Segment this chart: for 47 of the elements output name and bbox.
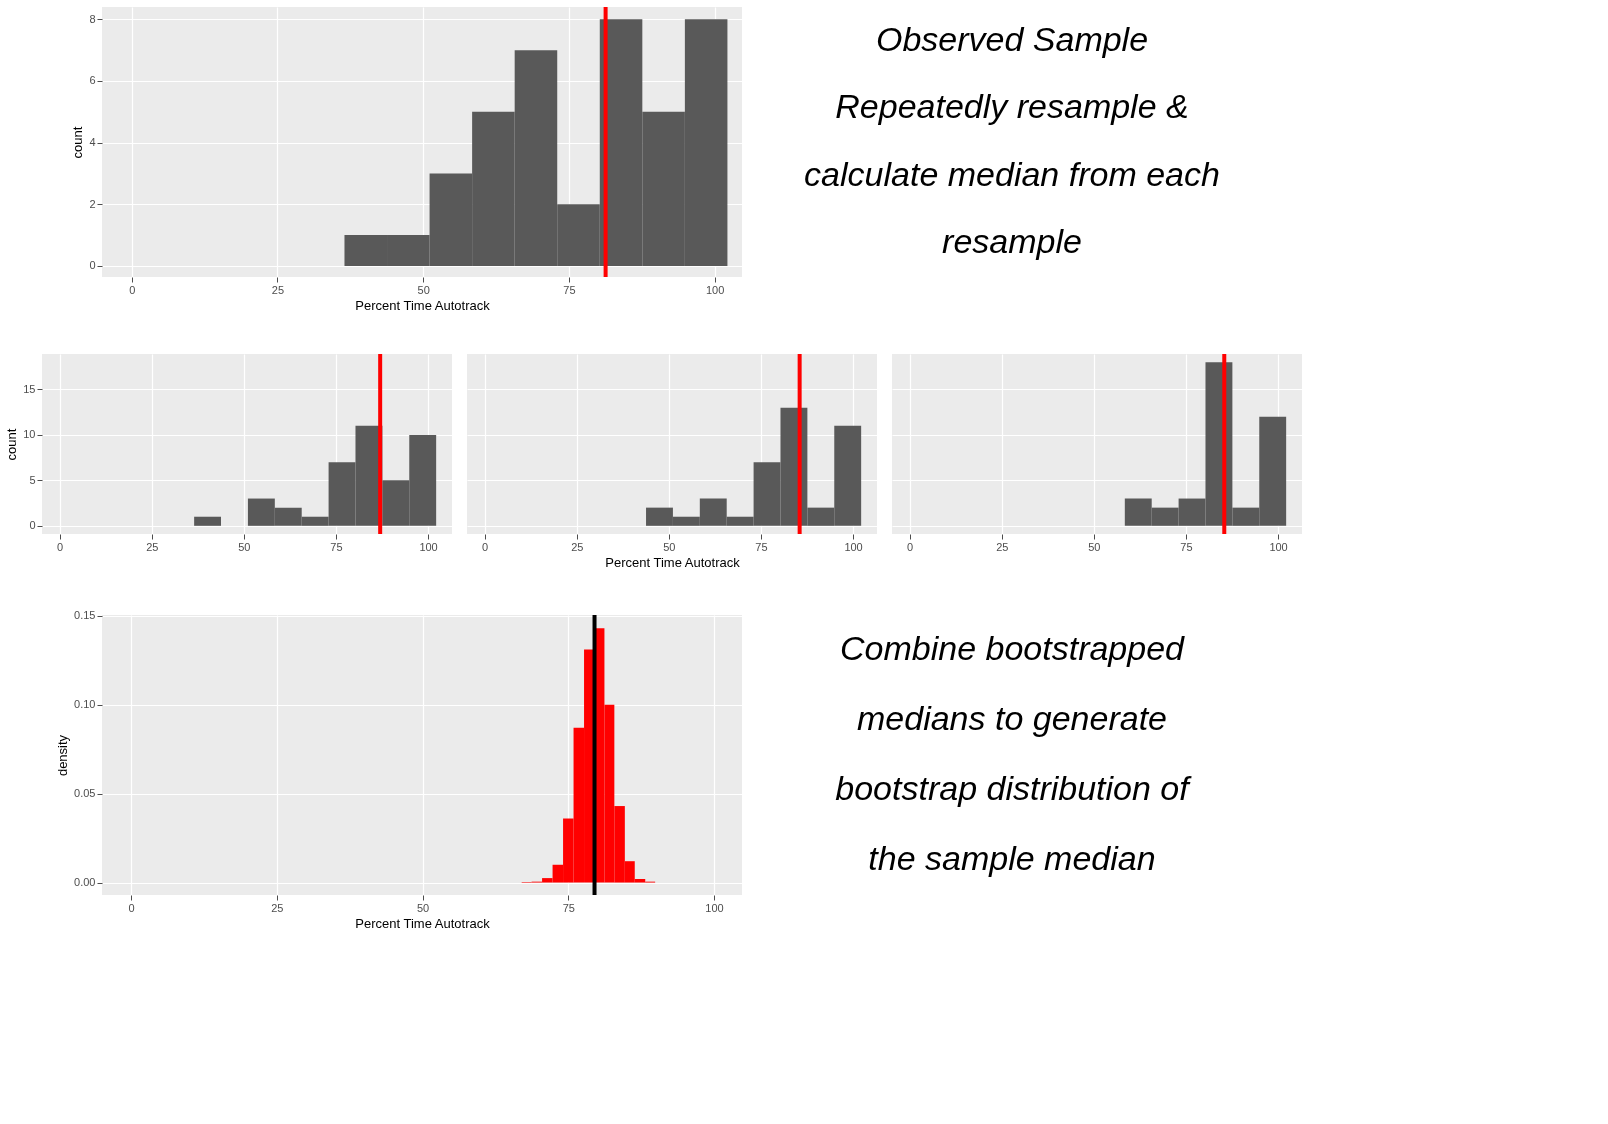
x-tick-label: 0 xyxy=(128,901,135,914)
y-tick-label: 0.00 xyxy=(74,876,96,889)
y-tick-label: 8 xyxy=(89,12,96,25)
x-tick-label: 100 xyxy=(1269,540,1288,553)
x-tick-label: 75 xyxy=(1180,540,1193,553)
x-tick-label: 100 xyxy=(705,901,724,914)
x-tick-label: 75 xyxy=(755,540,768,553)
x-tick-label: 75 xyxy=(563,283,576,296)
y-tick-label: 6 xyxy=(89,74,96,87)
x-tick-label: 25 xyxy=(996,540,1009,553)
y-tick-label: 5 xyxy=(29,473,36,486)
x-tick-label: 50 xyxy=(416,901,430,914)
x-tick-label: 75 xyxy=(562,901,575,914)
x-tick-label: 50 xyxy=(417,283,430,296)
x-axis-title: Percent Time Autotrack xyxy=(355,297,491,313)
text: Repeatedly resample & calculate median from each resample xyxy=(804,87,1220,261)
x-tick-label: 25 xyxy=(571,540,584,553)
y-tick-label: 0.10 xyxy=(74,698,96,711)
x-tick-label: 50 xyxy=(238,540,251,553)
y-tick-label: 2 xyxy=(89,197,96,210)
x-tick-label: 50 xyxy=(663,540,676,553)
y-tick-label: 0.05 xyxy=(74,787,96,800)
x-tick-label: 50 xyxy=(1088,540,1101,553)
x-tick-label: 75 xyxy=(330,540,343,553)
x-tick-label: 25 xyxy=(271,901,284,914)
x-tick-label: 100 xyxy=(419,540,438,553)
x-tick-label: 100 xyxy=(844,540,863,553)
y-axis-title: count xyxy=(4,428,20,461)
x-axis-title: Percent Time Autotrack xyxy=(605,554,741,570)
x-tick-label: 25 xyxy=(146,540,159,553)
y-tick-label: 15 xyxy=(23,382,36,395)
text: Combine bootstrapped medians to generate bootstrap distribution of the sample median xyxy=(835,629,1193,877)
x-tick-label: 0 xyxy=(57,540,64,553)
x-tick-label: 100 xyxy=(705,283,725,296)
y-tick-label: 10 xyxy=(23,428,36,441)
x-tick-label: 0 xyxy=(129,283,136,296)
x-axis-title: Percent Time Autotrack xyxy=(355,915,491,931)
y-tick-label: 0 xyxy=(89,259,96,272)
y-axis-title: count xyxy=(70,126,86,159)
x-tick-label: 0 xyxy=(907,540,914,553)
x-tick-label: 25 xyxy=(271,283,285,296)
y-tick-label: 0.15 xyxy=(74,609,96,622)
text: Observed Sample xyxy=(875,19,1149,58)
x-tick-label: 0 xyxy=(482,540,489,553)
y-tick-label: 0 xyxy=(29,519,36,532)
y-tick-label: 4 xyxy=(89,136,96,149)
y-axis-title: density xyxy=(55,734,71,777)
